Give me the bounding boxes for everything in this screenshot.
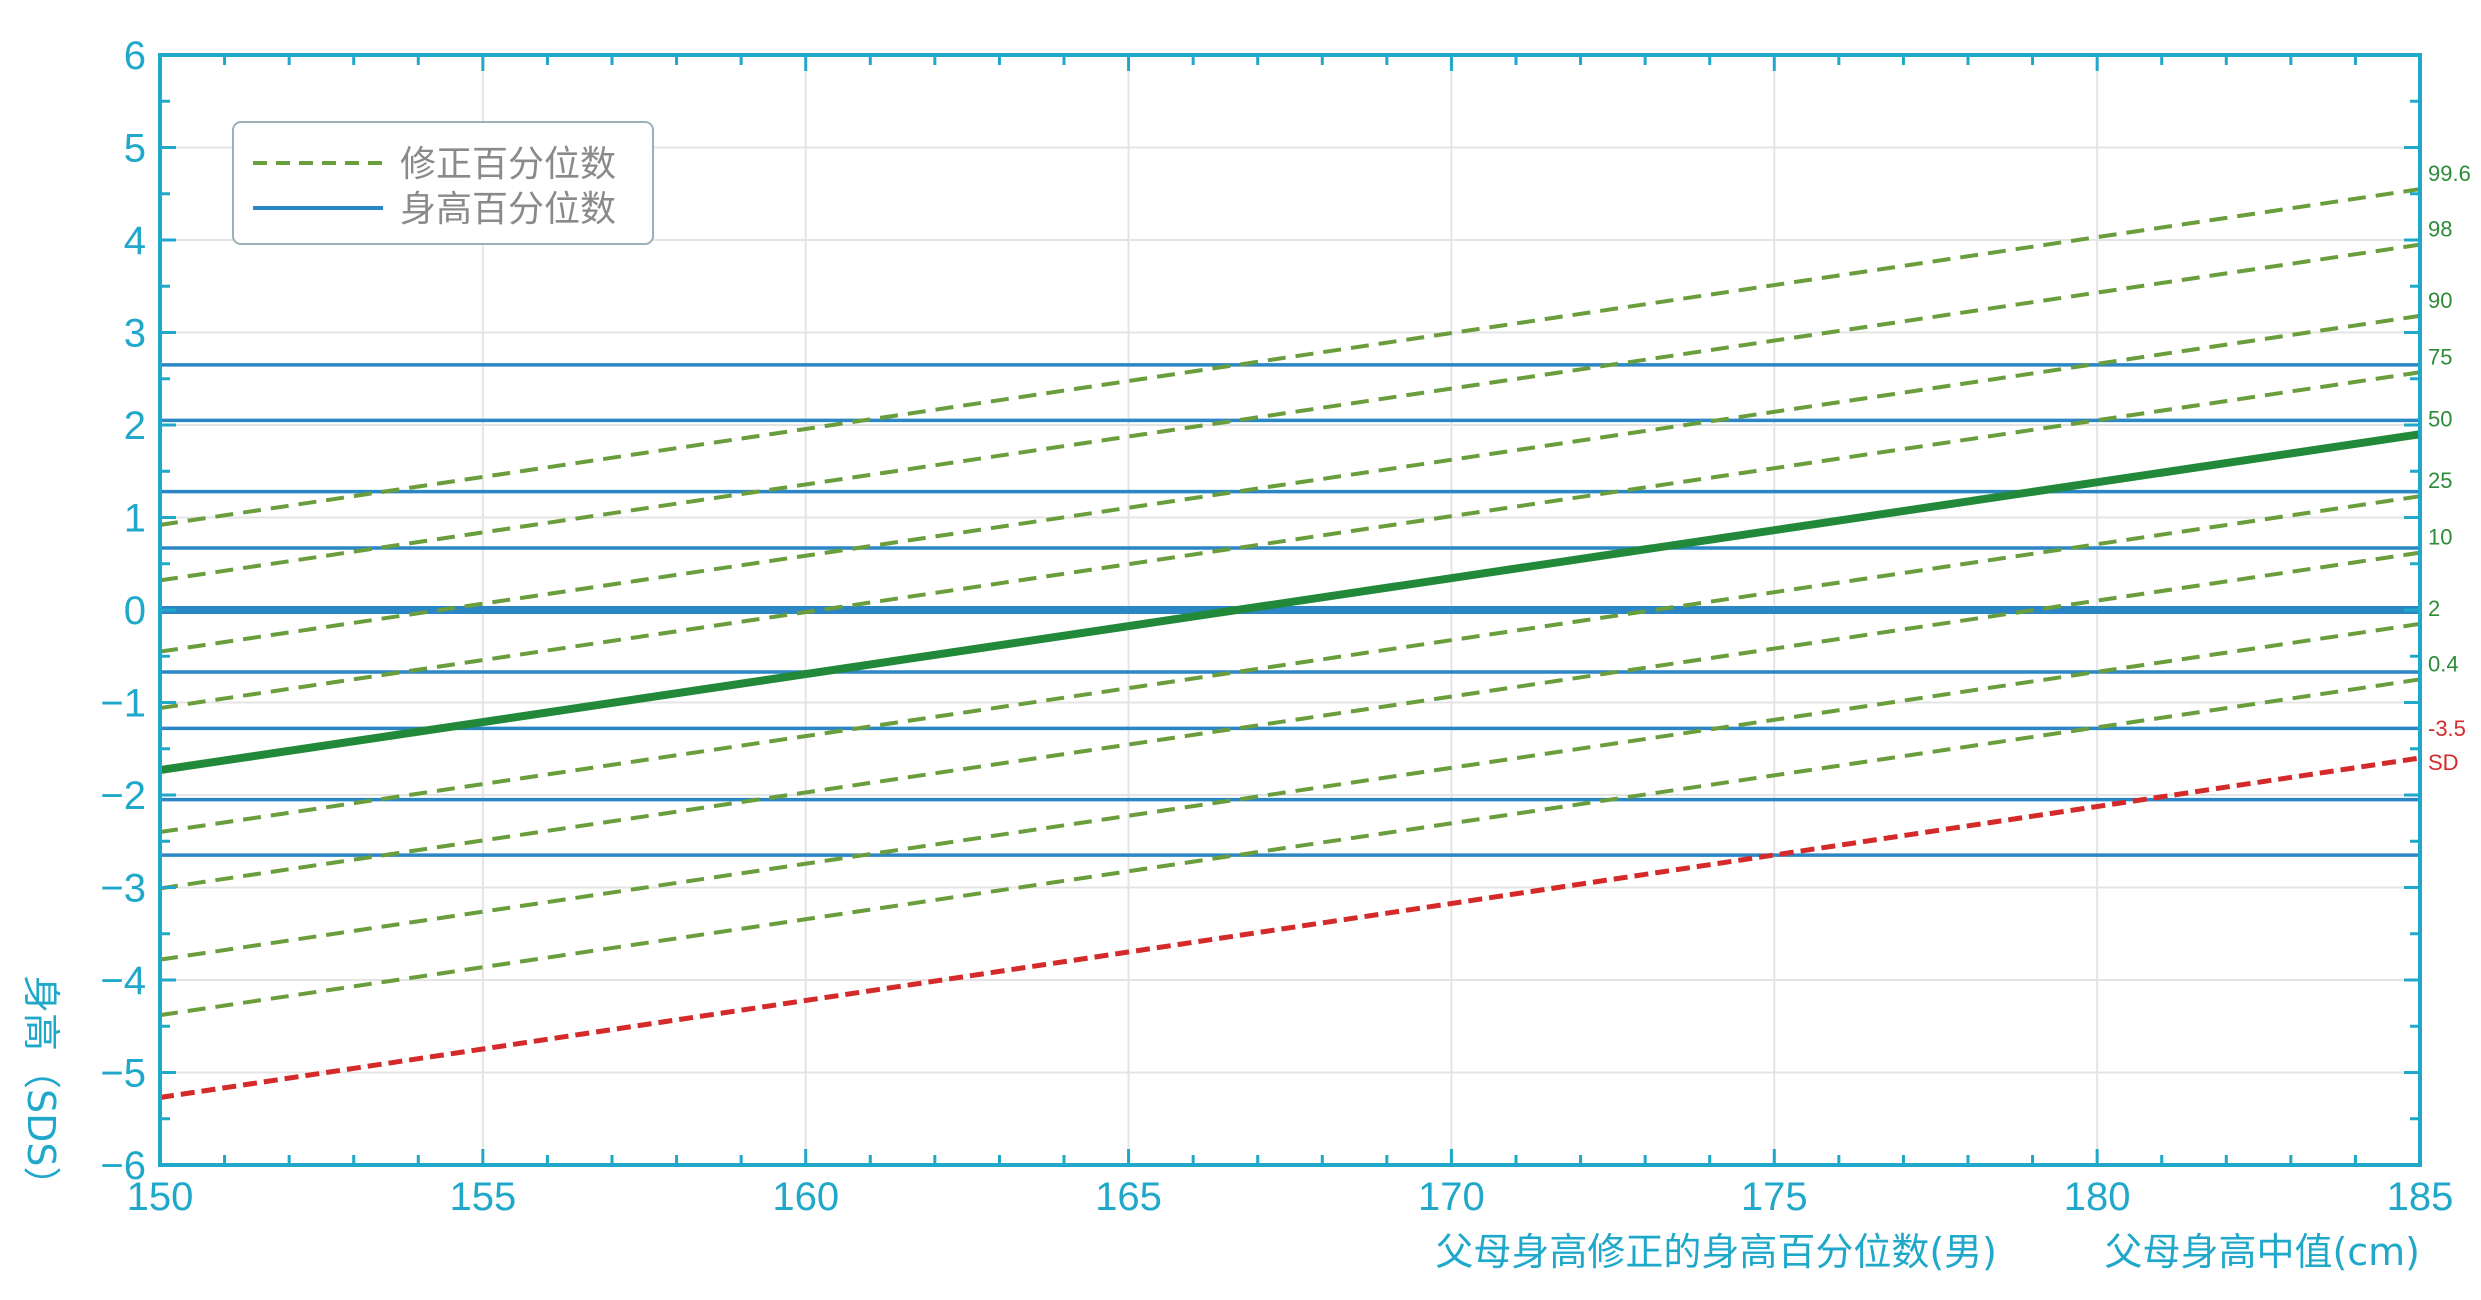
height-percentile-lines [160,363,2420,857]
axis-ticks [158,53,2422,1167]
right-label-25: 25 [2428,468,2452,493]
y-tick-label: 3 [124,312,146,356]
right-label-red-value: -3.5 [2428,716,2466,741]
right-percentile-labels: 99.6 98 90 75 50 25 10 2 0.4 -3.5 SD [2428,161,2471,775]
grid [159,54,2421,1166]
y-tick-labels: 6 5 4 3 2 1 0 −1 −2 −3 −4 −5 −6 [100,34,146,1188]
y-axis-title: 身高（SDS） [19,975,63,1205]
x-tick-label: 155 [449,1175,516,1219]
x-tick-label: 185 [2387,1175,2454,1219]
corrected-percentile-line--3.5-SD [159,755,2421,1100]
corrected-percentile-line-0.4 [159,677,2421,1018]
corrected-percentile-line-90 [159,313,2421,654]
corrected-percentile-line-2 [159,621,2421,962]
corrected-percentile-line-25 [159,494,2421,834]
right-label-99.6: 99.6 [2428,161,2471,186]
y-tick-label: −1 [100,682,146,726]
y-tick-label: −2 [100,774,146,818]
legend-label-corrected: 修正百分位数 [400,144,616,185]
corrected-percentile-line-75 [159,370,2421,711]
x-axis-title-left: 父母身高修正的身高百分位数(男) [1435,1230,1997,1274]
y-tick-label: −6 [100,1144,146,1188]
right-label-90: 90 [2428,288,2452,313]
corrected-percentile-lines [159,187,2421,1100]
corrected-percentile-line-50 [159,430,2421,774]
y-tick-label: 4 [124,219,146,263]
corrected-percentile-line-10 [159,550,2421,891]
right-label-98: 98 [2428,217,2452,242]
legend: 修正百分位数 身高百分位数 [232,121,654,245]
x-axis-title-right: 父母身高中值(cm) [2104,1230,2420,1274]
x-tick-labels: 150 155 160 165 170 175 180 185 [127,1175,2454,1219]
right-label-0.4: 0.4 [2428,651,2459,676]
legend-box [232,121,654,245]
x-tick-label: 175 [1741,1175,1808,1219]
legend-label-height: 身高百分位数 [400,189,616,230]
x-tick-label: 170 [1418,1175,1485,1219]
y-tick-label: −5 [100,1052,146,1096]
corrected-percentile-line-98 [159,242,2421,583]
x-tick-label: 160 [772,1175,839,1219]
corrected-percentile-line-99.6 [159,187,2421,527]
right-label-2: 2 [2428,596,2440,621]
x-tick-label: 180 [2064,1175,2131,1219]
y-tick-label: 5 [124,127,146,171]
right-label-50: 50 [2428,406,2452,431]
right-label-10: 10 [2428,525,2452,550]
y-tick-label: −3 [100,867,146,911]
right-label-red-unit: SD [2428,750,2459,775]
right-label-75: 75 [2428,344,2452,369]
x-tick-label: 165 [1095,1175,1162,1219]
y-tick-label: 2 [124,404,146,448]
y-tick-label: 0 [124,589,146,633]
y-tick-label: 1 [124,497,146,541]
y-tick-label: −4 [100,959,146,1003]
y-tick-label: 6 [124,34,146,78]
x-tick-label: 150 [127,1175,194,1219]
